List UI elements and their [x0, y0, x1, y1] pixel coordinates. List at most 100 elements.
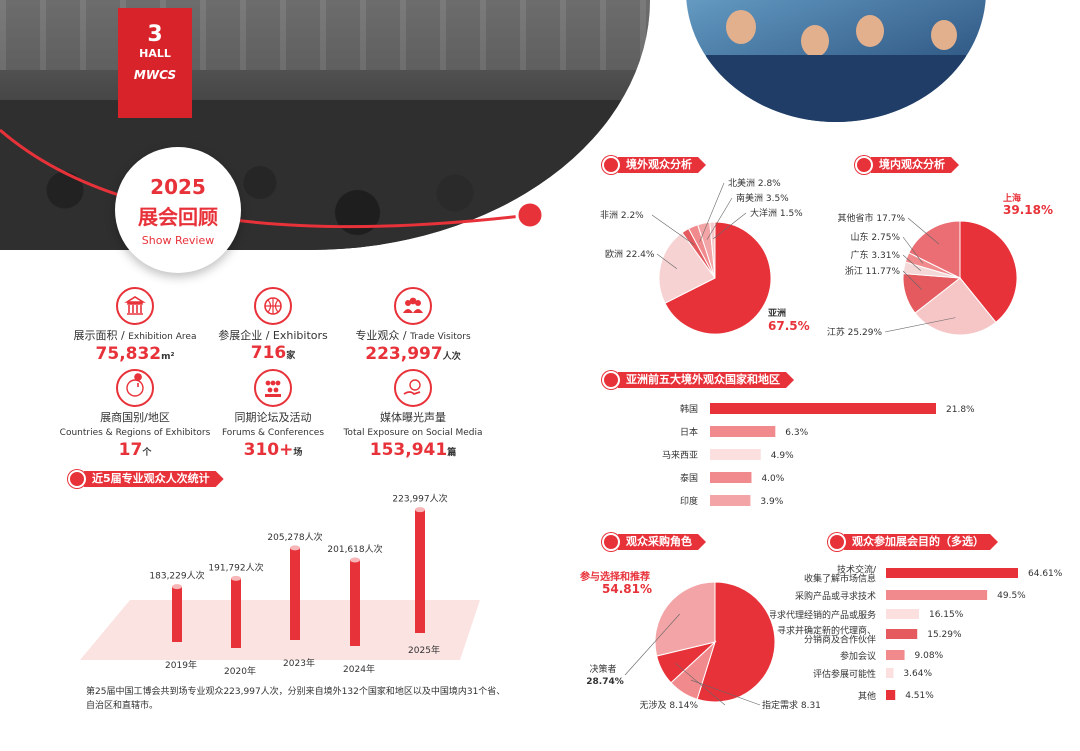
chart-icon	[602, 156, 620, 174]
category-label: 马来西亚	[662, 450, 698, 461]
leader-line	[884, 317, 956, 333]
stat-label-en: Countries & Regions of Exhibitors	[59, 428, 211, 438]
slice-label: 大洋洲 1.5%	[750, 207, 803, 219]
section-title-role: 观众采购角色	[602, 533, 706, 551]
bar	[886, 629, 918, 639]
section-title-domestic: 境内观众分析	[855, 156, 959, 174]
booth-photo	[686, 0, 986, 122]
chart-icon	[602, 371, 620, 389]
category-label: 寻求并确定新的代理商、	[777, 625, 876, 637]
chart-purpose-bars: 技术交流/收集了解市场信息 64.61% 采购产品或寻求技术 49.5% 寻求代理经销的…	[770, 564, 1063, 703]
chart-icon	[828, 533, 846, 551]
data-label: 183,229人次	[149, 570, 204, 582]
slice-label: 江苏 25.29%	[827, 326, 883, 338]
map-pin-icon	[116, 369, 154, 407]
stat-unit: 个	[142, 448, 152, 458]
slice-label: 其他省市 17.7%	[838, 212, 906, 224]
leader-line	[675, 662, 726, 706]
chart-icon	[68, 470, 86, 488]
slice-label: 欧洲 22.4%	[605, 248, 655, 260]
bar	[231, 578, 241, 648]
bar	[710, 495, 751, 506]
bar-cap	[172, 584, 182, 590]
data-label: 4.0%	[761, 474, 784, 484]
stat-label-en: Forums & Conferences	[221, 428, 325, 438]
bar-cap	[290, 545, 300, 551]
category-label: 分销商及合作伙伴	[804, 634, 876, 646]
leader-line	[902, 254, 921, 272]
crowd-heads	[0, 100, 650, 250]
pie-slice	[908, 220, 961, 279]
bar	[886, 650, 905, 660]
bar	[886, 590, 988, 600]
pie-slice	[959, 220, 1018, 324]
leader-line	[902, 236, 924, 264]
pie-slice	[696, 581, 776, 703]
slice-value: 39.18%	[1003, 203, 1053, 217]
bar	[886, 568, 1018, 578]
stat-label-en: Exhibition Area	[128, 332, 197, 342]
badge-title: 展会回顾	[138, 205, 218, 229]
hall-number: 3	[147, 22, 163, 47]
category-label: 韩国	[680, 403, 698, 415]
stat-value: 310+	[243, 440, 294, 460]
show-review-badge: 2025 展会回顾 Show Review	[115, 147, 241, 273]
slice-label: 无涉及 8.14%	[640, 699, 699, 711]
stat-trade-visitors: 专业观众 / Trade Visitors 223,997人次	[328, 287, 498, 364]
chart-icon	[602, 533, 620, 551]
arc-decoration	[0, 128, 545, 230]
slice-value: 54.81%	[602, 582, 652, 596]
stat-label-en: Total Exposure on Social Media	[343, 428, 483, 438]
category-label: 印度	[680, 495, 698, 507]
stat-label: 展示面积 /	[73, 329, 129, 342]
pie-slice	[709, 221, 716, 279]
slice-value: 28.74%	[586, 677, 624, 687]
stat-label: 媒体曝光声量	[380, 411, 446, 424]
bar	[350, 559, 360, 646]
stat-label: 专业观众 /	[355, 329, 411, 342]
data-label: 21.8%	[946, 405, 975, 415]
pie-slice	[664, 221, 772, 335]
data-label: 49.5%	[997, 591, 1026, 601]
tick-label: 2020年	[224, 665, 256, 677]
stat-exhibitors: 参展企业 / Exhibitors 716家	[188, 287, 358, 363]
slice-name: 参与选择和推荐	[580, 570, 650, 583]
data-label: 4.9%	[771, 451, 794, 461]
building-icon	[116, 287, 154, 325]
bar	[886, 690, 896, 700]
summary-note: 第25届中国工博会共到场专业观众223,997人次，分别来自境外132个国家和地…	[86, 687, 506, 711]
leader-line	[706, 197, 733, 240]
pie-slice	[658, 232, 716, 304]
data-label: 3.9%	[760, 497, 783, 507]
data-label: 9.08%	[915, 651, 944, 661]
globe-icon	[254, 287, 292, 325]
slice-name: 决策者	[589, 663, 616, 675]
category-label: 寻求代理经销的产品或服务	[770, 609, 876, 621]
tick-label: 2019年	[165, 659, 197, 671]
stat-unit: 家	[286, 351, 296, 361]
brand-logo: MWCS	[133, 68, 177, 82]
badge-year: 2025	[150, 175, 206, 199]
leader-line	[907, 217, 940, 245]
data-label: 205,278人次	[267, 531, 322, 543]
leader-line	[902, 270, 922, 290]
section-title-overseas: 境外观众分析	[602, 156, 706, 174]
category-label: 泰国	[680, 472, 698, 484]
hall-word: HALL	[139, 47, 171, 60]
data-label: 3.64%	[903, 669, 932, 679]
stat-value: 17	[118, 440, 143, 460]
stat-value: 153,941	[369, 440, 448, 460]
bar	[172, 586, 182, 642]
ceiling-structure	[0, 0, 650, 70]
section-title-purpose: 观众参加展会目的（多选）	[828, 533, 998, 551]
tick-label: 2024年	[343, 663, 375, 675]
slice-value: 67.5%	[768, 319, 810, 333]
stat-unit: 篇	[447, 448, 457, 458]
slice-label: 广东 3.31%	[851, 249, 901, 261]
stat-forums: 同期论坛及活动 Forums & Conferences 310+场	[188, 369, 358, 460]
hand-globe-icon	[394, 369, 432, 407]
slice-name: 亚洲	[768, 308, 786, 319]
stat-unit: 人次	[442, 352, 461, 362]
